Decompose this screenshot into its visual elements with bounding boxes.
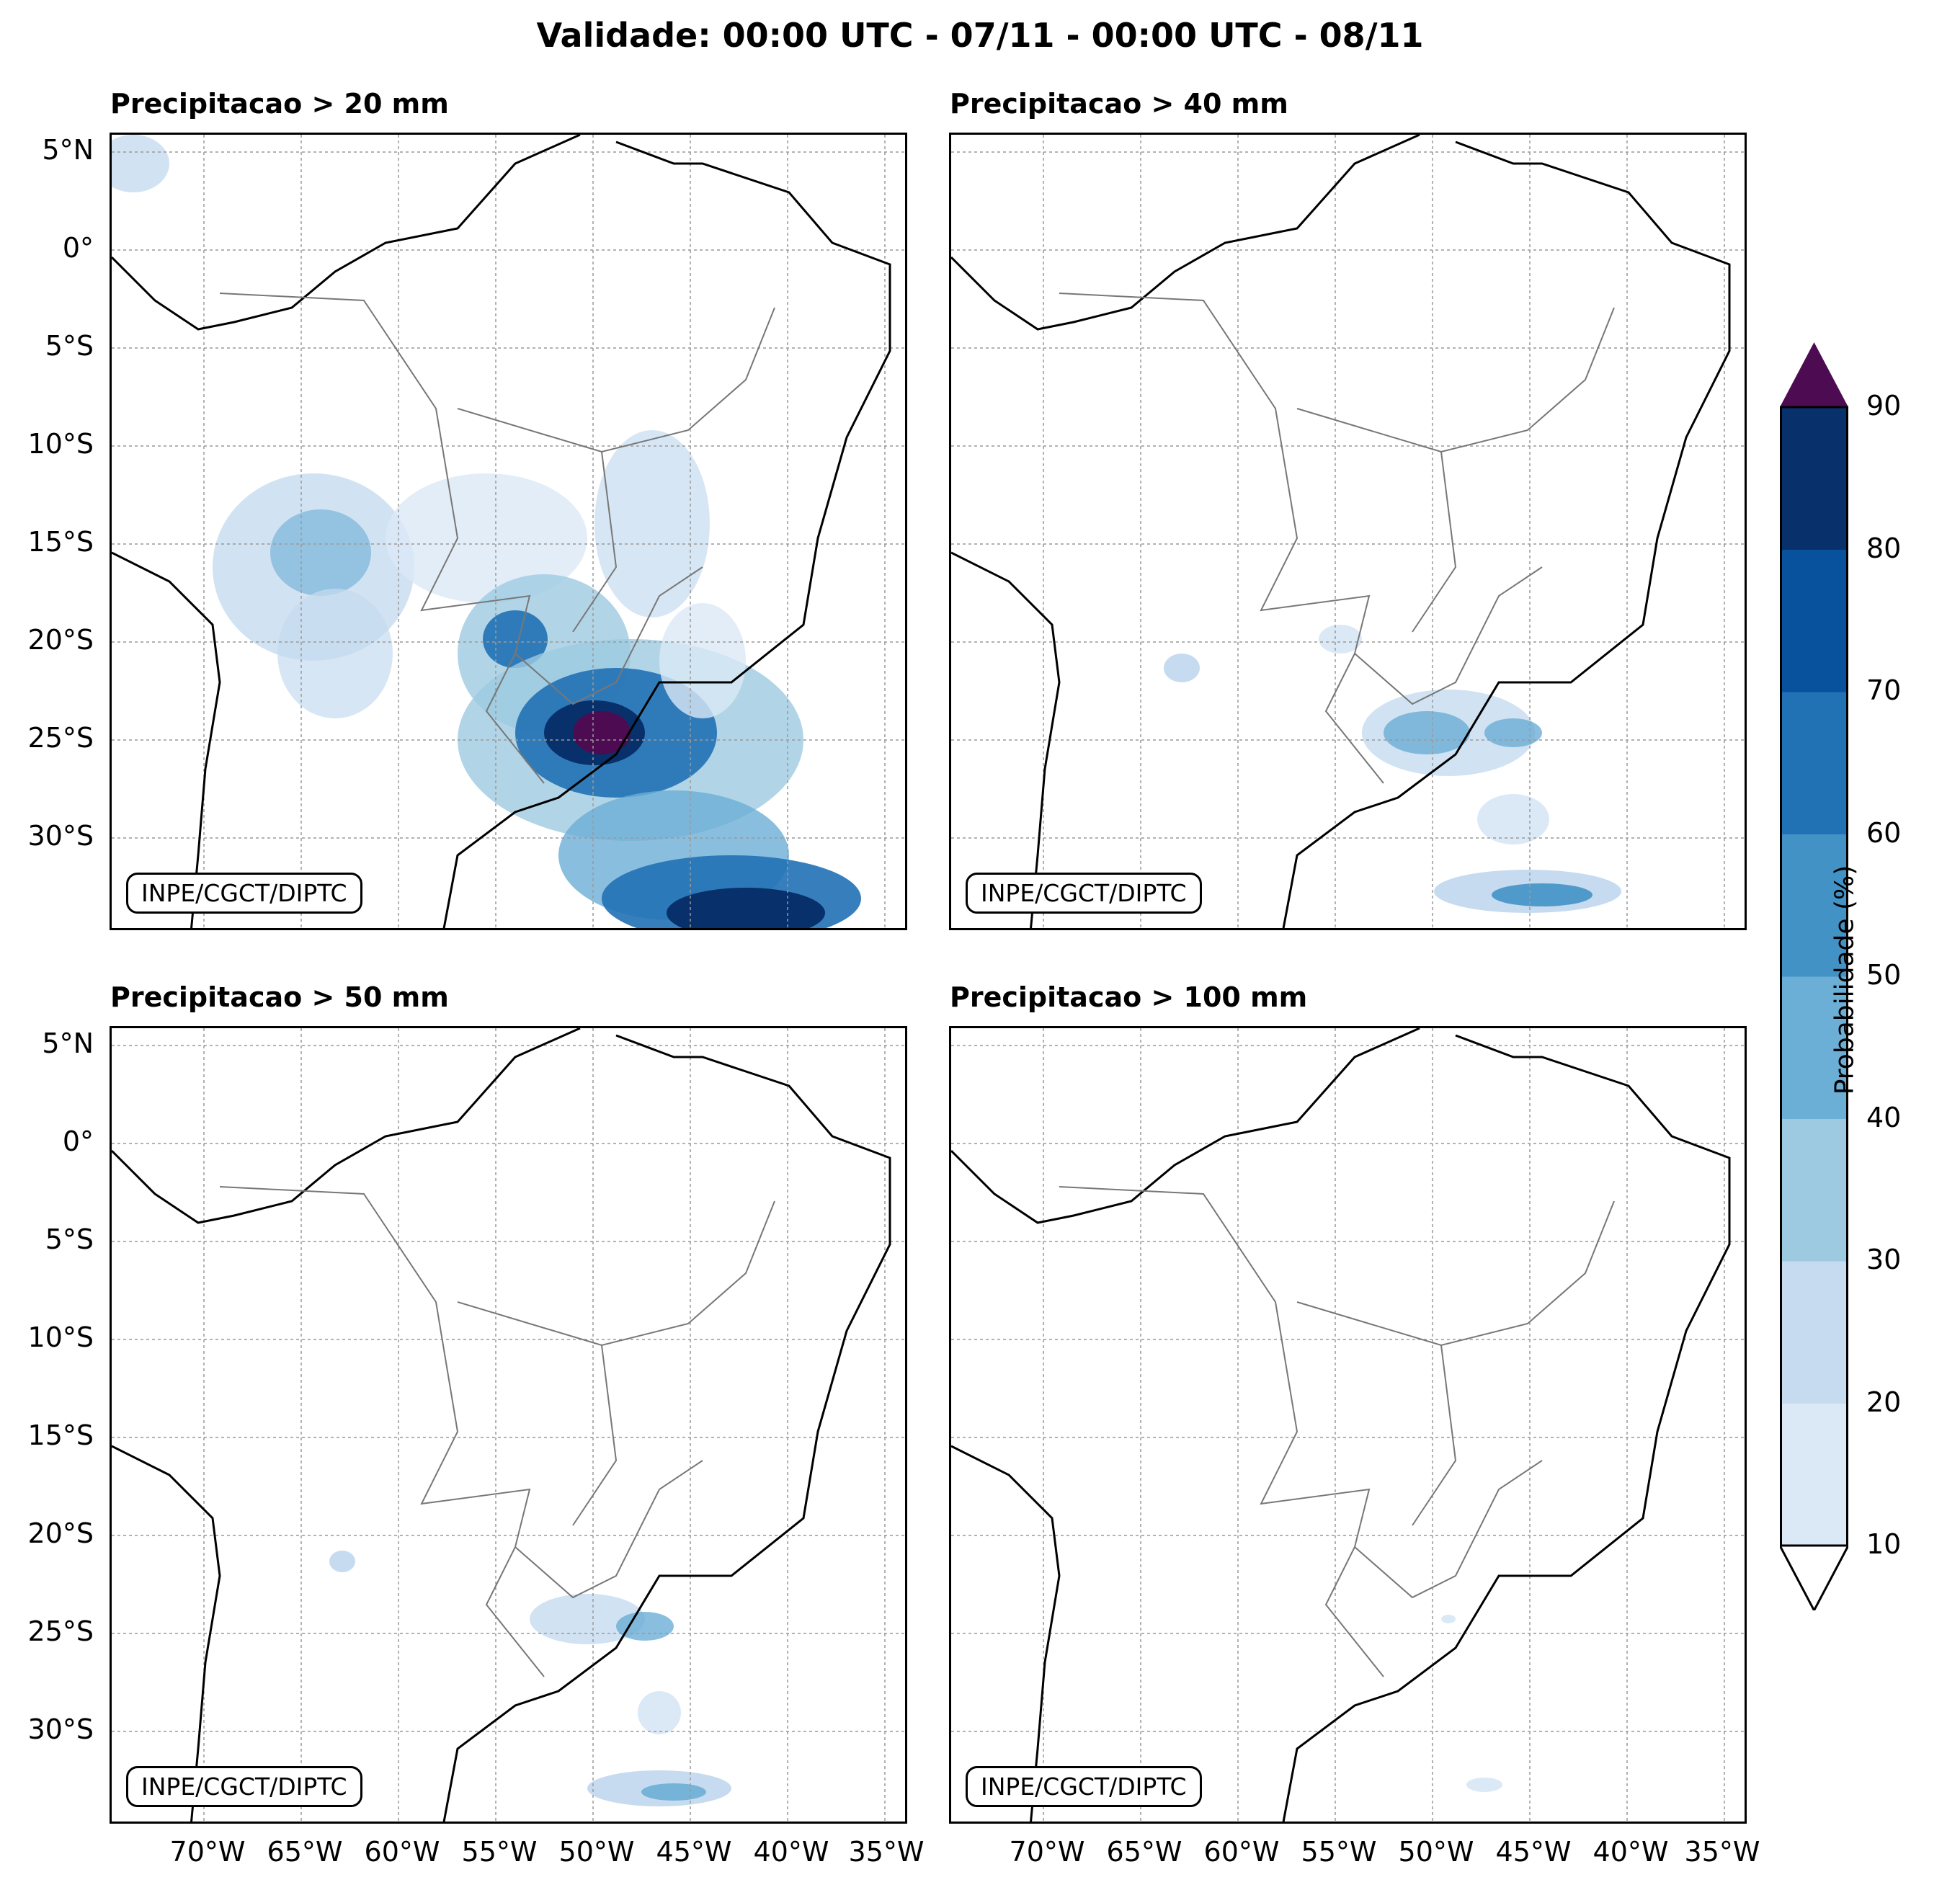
lon-label: 35°W xyxy=(1684,1836,1760,1868)
state-borders xyxy=(1059,1186,1615,1677)
lat-label: 15°S xyxy=(27,526,94,558)
map-svg xyxy=(951,135,1745,928)
colorbar-bin xyxy=(1780,1261,1848,1404)
graticule xyxy=(951,135,1745,928)
lat-label: 5°S xyxy=(45,330,94,362)
lat-label: 0° xyxy=(62,232,94,264)
lat-label: 30°S xyxy=(27,820,94,852)
panel-title-50mm: Precipitacao > 50 mm xyxy=(110,981,449,1013)
graticule xyxy=(112,1028,905,1822)
lon-label: 70°W xyxy=(1009,1836,1085,1868)
lon-label: 45°W xyxy=(1495,1836,1572,1868)
lat-label: 25°S xyxy=(27,722,94,754)
map-svg xyxy=(951,1028,1745,1822)
lon-label: 60°W xyxy=(1203,1836,1280,1868)
panel-title-40mm: Precipitacao > 40 mm xyxy=(950,88,1288,120)
colorbar-tick-label: 20 xyxy=(1866,1386,1902,1418)
map-panel-40mm: INPE/CGCT/DIPTC xyxy=(949,133,1747,930)
map-svg xyxy=(112,135,905,928)
map-panel-100mm: INPE/CGCT/DIPTC xyxy=(949,1026,1747,1824)
panel-title-100mm: Precipitacao > 100 mm xyxy=(950,981,1308,1013)
lon-label: 40°W xyxy=(1592,1836,1669,1868)
lon-label: 65°W xyxy=(1106,1836,1182,1868)
colorbar-tick-label: 30 xyxy=(1866,1244,1902,1275)
credit-label: INPE/CGCT/DIPTC xyxy=(126,1766,362,1807)
lon-label: 55°W xyxy=(1301,1836,1377,1868)
lon-label: 70°W xyxy=(169,1836,246,1868)
main-title: Validade: 00:00 UTC - 07/11 - 00:00 UTC … xyxy=(536,16,1424,55)
coastline xyxy=(112,1028,891,1822)
lat-label: 5°S xyxy=(45,1223,94,1255)
state-borders xyxy=(1059,293,1615,784)
lat-label: 5°N xyxy=(42,1027,94,1059)
coastline xyxy=(951,135,1731,928)
credit-label: INPE/CGCT/DIPTC xyxy=(966,1766,1202,1807)
state-borders xyxy=(219,1186,775,1677)
colorbar-over-arrow xyxy=(1780,342,1848,407)
colorbar-bin xyxy=(1780,976,1848,1119)
lat-label: 10°S xyxy=(27,428,94,460)
colorbar-bins xyxy=(1780,407,1848,1546)
lon-label: 50°W xyxy=(558,1836,635,1868)
map-panel-50mm: INPE/CGCT/DIPTC xyxy=(110,1026,907,1824)
colorbar-tick-label: 70 xyxy=(1866,674,1902,706)
probability-shading xyxy=(112,135,861,928)
probability-shading xyxy=(329,1551,731,1806)
lon-label: 35°W xyxy=(848,1836,925,1868)
colorbar-bin xyxy=(1780,1118,1848,1262)
colorbar-bin xyxy=(1780,834,1848,977)
colorbar-tick-label: 80 xyxy=(1866,532,1902,564)
lat-label: 30°S xyxy=(27,1713,94,1745)
colorbar-bin xyxy=(1780,549,1848,692)
map-svg xyxy=(112,1028,905,1822)
map-panel-20mm: INPE/CGCT/DIPTC xyxy=(110,133,907,930)
lat-label: 0° xyxy=(62,1125,94,1157)
coastline xyxy=(951,1028,1731,1822)
credit-label: INPE/CGCT/DIPTC xyxy=(966,873,1202,914)
lat-label: 15°S xyxy=(27,1419,94,1451)
lat-label: 25°S xyxy=(27,1615,94,1647)
lon-label: 60°W xyxy=(364,1836,440,1868)
lon-label: 50°W xyxy=(1398,1836,1474,1868)
colorbar-under-arrow xyxy=(1780,1544,1848,1610)
lat-label: 10°S xyxy=(27,1321,94,1353)
colorbar-tick-label: 50 xyxy=(1866,959,1902,991)
credit-label: INPE/CGCT/DIPTC xyxy=(126,873,362,914)
colorbar-tick-label: 90 xyxy=(1866,390,1902,422)
colorbar-tick-label: 10 xyxy=(1866,1528,1902,1560)
colorbar xyxy=(1780,342,1848,1610)
lon-label: 40°W xyxy=(753,1836,829,1868)
graticule xyxy=(951,1028,1745,1822)
colorbar-bin xyxy=(1780,407,1848,550)
colorbar-tick-label: 40 xyxy=(1866,1101,1902,1133)
colorbar-bin xyxy=(1780,692,1848,834)
colorbar-tick-label: 60 xyxy=(1866,816,1902,849)
coastline xyxy=(112,135,891,928)
lat-label: 20°S xyxy=(27,624,94,656)
state-borders xyxy=(219,293,775,784)
probability-shading xyxy=(1441,1615,1502,1792)
probability-shading xyxy=(1164,625,1621,913)
panel-title-20mm: Precipitacao > 20 mm xyxy=(110,88,449,120)
colorbar-outline xyxy=(1780,406,1848,1547)
colorbar-bin xyxy=(1780,1403,1848,1546)
graticule xyxy=(112,135,905,928)
colorbar-title: Probabilidade (%) xyxy=(1830,865,1860,1095)
lat-label: 20°S xyxy=(27,1517,94,1549)
lon-label: 55°W xyxy=(461,1836,538,1868)
lon-label: 45°W xyxy=(656,1836,732,1868)
lat-label: 5°N xyxy=(42,134,94,166)
lon-label: 65°W xyxy=(267,1836,343,1868)
